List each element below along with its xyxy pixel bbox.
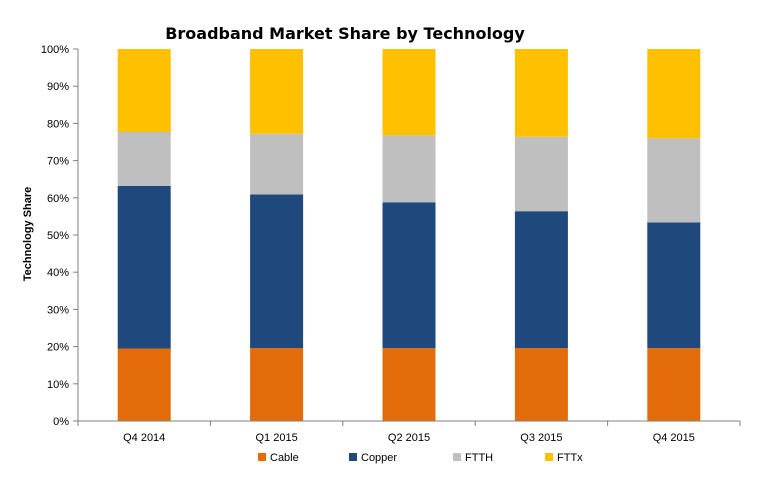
bar-ftth-5 xyxy=(647,138,701,223)
y-axis-label: Technology Share xyxy=(22,187,34,282)
y-tick-label: 10% xyxy=(47,379,69,391)
y-tick-label: 50% xyxy=(47,230,69,242)
x-tick-label: Q1 2015 xyxy=(255,432,297,444)
bar-copper-5 xyxy=(647,222,701,349)
y-tick-label: 0% xyxy=(53,416,69,428)
bar-cable-4 xyxy=(514,348,568,421)
bar-ftth-2 xyxy=(250,133,304,195)
bar-copper-2 xyxy=(250,194,304,349)
y-tick-label: 60% xyxy=(47,193,69,205)
bars-group xyxy=(117,49,701,421)
legend: Cable Copper FTTH FTTx xyxy=(258,452,583,464)
legend-label-fttx: FTTx xyxy=(557,452,583,464)
legend-swatch-copper xyxy=(349,453,357,461)
y-tick-label: 30% xyxy=(47,304,69,316)
bar-cable-5 xyxy=(647,348,701,421)
bar-cable-2 xyxy=(250,348,304,421)
bar-fttx-3 xyxy=(382,49,436,136)
bar-ftth-4 xyxy=(514,136,568,212)
x-tick-label: Q2 2015 xyxy=(388,432,430,444)
legend-swatch-cable xyxy=(258,453,266,461)
legend-label-ftth: FTTH xyxy=(465,452,493,464)
x-tick-label: Q4 2015 xyxy=(653,432,695,444)
bar-fttx-2 xyxy=(250,49,304,134)
y-ticks-group: 0% 10% 20% 30% 40% 50% 60% 70% 80% 90% 100% xyxy=(41,44,78,428)
y-tick-label: 20% xyxy=(47,342,69,354)
bar-fttx-1 xyxy=(117,49,171,132)
chart-title: Broadband Market Share by Technology xyxy=(165,24,525,43)
x-tick-label: Q4 2014 xyxy=(123,432,165,444)
y-tick-label: 90% xyxy=(47,81,69,93)
y-tick-label: 70% xyxy=(47,156,69,168)
legend-swatch-ftth xyxy=(453,453,461,461)
y-tick-label: 40% xyxy=(47,267,69,279)
legend-label-copper: Copper xyxy=(361,452,397,464)
bar-ftth-3 xyxy=(382,135,436,203)
y-tick-label: 80% xyxy=(47,118,69,130)
legend-label-cable: Cable xyxy=(270,452,299,464)
bar-copper-1 xyxy=(117,185,171,349)
x-ticks-group: Q4 2014 Q1 2015 Q2 2015 Q3 2015 Q4 2015 xyxy=(123,432,695,444)
x-tick-label: Q3 2015 xyxy=(520,432,562,444)
bar-cable-3 xyxy=(382,348,436,421)
bar-copper-4 xyxy=(514,211,568,349)
bar-copper-3 xyxy=(382,202,436,349)
bar-fttx-5 xyxy=(647,49,701,139)
legend-swatch-fttx xyxy=(545,453,553,461)
y-tick-label: 100% xyxy=(41,44,69,56)
bar-cable-1 xyxy=(117,348,171,421)
bar-ftth-1 xyxy=(117,132,171,186)
bar-fttx-4 xyxy=(514,49,568,137)
